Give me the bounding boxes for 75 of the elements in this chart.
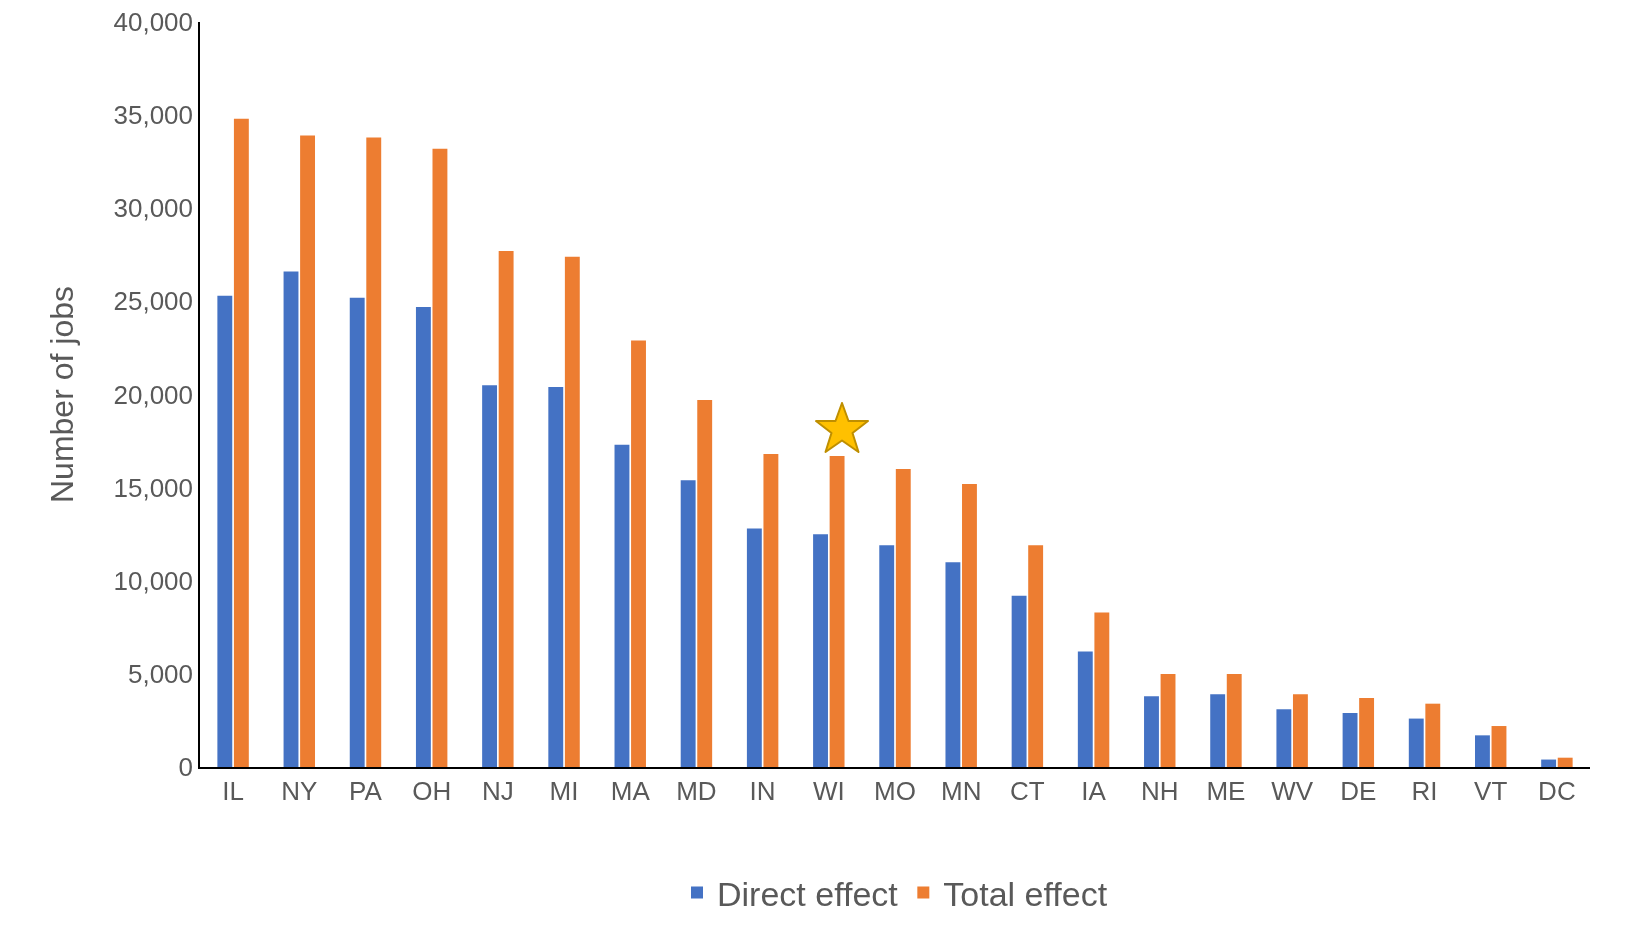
bar	[548, 387, 564, 767]
bar	[697, 400, 713, 767]
bar	[300, 135, 316, 767]
bar	[1425, 703, 1441, 767]
bar	[1077, 651, 1093, 767]
x-tick-label: ME	[1206, 775, 1246, 806]
x-tick-label: MA	[610, 775, 651, 806]
legend-label: Total effect	[943, 874, 1108, 913]
y-tick-label: 10,000	[113, 565, 194, 596]
x-tick-label: IN	[749, 775, 776, 806]
x-tick-label: CT	[1010, 775, 1045, 806]
x-tick-label: RI	[1411, 775, 1438, 806]
bar	[1342, 712, 1358, 767]
x-tick-label: WV	[1271, 775, 1314, 806]
x-tick-label: MN	[940, 775, 982, 806]
bar	[1028, 545, 1044, 767]
x-tick-label: NJ	[481, 775, 514, 806]
bar	[1359, 698, 1375, 767]
bar	[614, 444, 630, 767]
x-tick-label: WI	[812, 775, 845, 806]
bar	[763, 454, 779, 767]
bar	[746, 528, 762, 767]
bar	[564, 256, 580, 767]
bar	[415, 306, 431, 767]
bar	[366, 137, 382, 767]
bar	[498, 251, 514, 767]
bar	[432, 148, 448, 767]
y-axis-title: Number of jobs	[44, 286, 81, 503]
y-tick-label: 30,000	[113, 193, 194, 224]
bar	[1144, 696, 1159, 767]
x-tick-label: MO	[874, 775, 916, 806]
bar	[1541, 759, 1557, 767]
y-tick-label: 0	[178, 752, 194, 783]
bar	[680, 480, 696, 767]
bar	[895, 469, 911, 767]
bar	[1557, 757, 1573, 767]
bar	[1011, 595, 1027, 767]
x-tick-label: PA	[349, 775, 383, 806]
legend-label: Direct effect	[717, 874, 899, 913]
bar	[1210, 694, 1226, 767]
bar	[879, 545, 895, 767]
bar	[631, 340, 646, 767]
bar	[217, 295, 233, 767]
bar	[482, 385, 498, 767]
x-tick-label: NH	[1140, 775, 1179, 806]
y-tick-label: 5,000	[127, 658, 194, 689]
x-tick-label: MI	[549, 775, 579, 806]
bar	[233, 118, 249, 767]
bar	[1491, 726, 1507, 767]
bar	[813, 534, 828, 767]
bar	[1292, 694, 1308, 767]
x-tick-label: IA	[1081, 775, 1107, 806]
bar	[1408, 718, 1424, 767]
bar	[1276, 709, 1292, 767]
y-tick-label: 25,000	[113, 286, 194, 317]
x-tick-label: DC	[1538, 775, 1576, 806]
bar	[1160, 673, 1176, 767]
bar	[1474, 735, 1490, 767]
bar	[1094, 612, 1110, 767]
bar	[1226, 673, 1242, 767]
bar	[349, 297, 365, 767]
bar	[962, 483, 977, 767]
x-tick-label: MD	[676, 775, 717, 806]
y-tick-label: 40,000	[113, 7, 194, 38]
x-tick-label: NY	[281, 775, 318, 806]
bar	[829, 455, 845, 767]
x-tick-label: VT	[1474, 775, 1508, 806]
y-tick-label: 35,000	[113, 100, 194, 131]
y-tick-label: 20,000	[113, 379, 194, 410]
bar	[283, 271, 299, 767]
y-tick-label: 15,000	[113, 472, 194, 503]
x-tick-label: DE	[1340, 775, 1377, 806]
x-tick-label: OH	[412, 775, 452, 806]
x-tick-label: IL	[222, 775, 244, 806]
bar	[945, 562, 961, 767]
